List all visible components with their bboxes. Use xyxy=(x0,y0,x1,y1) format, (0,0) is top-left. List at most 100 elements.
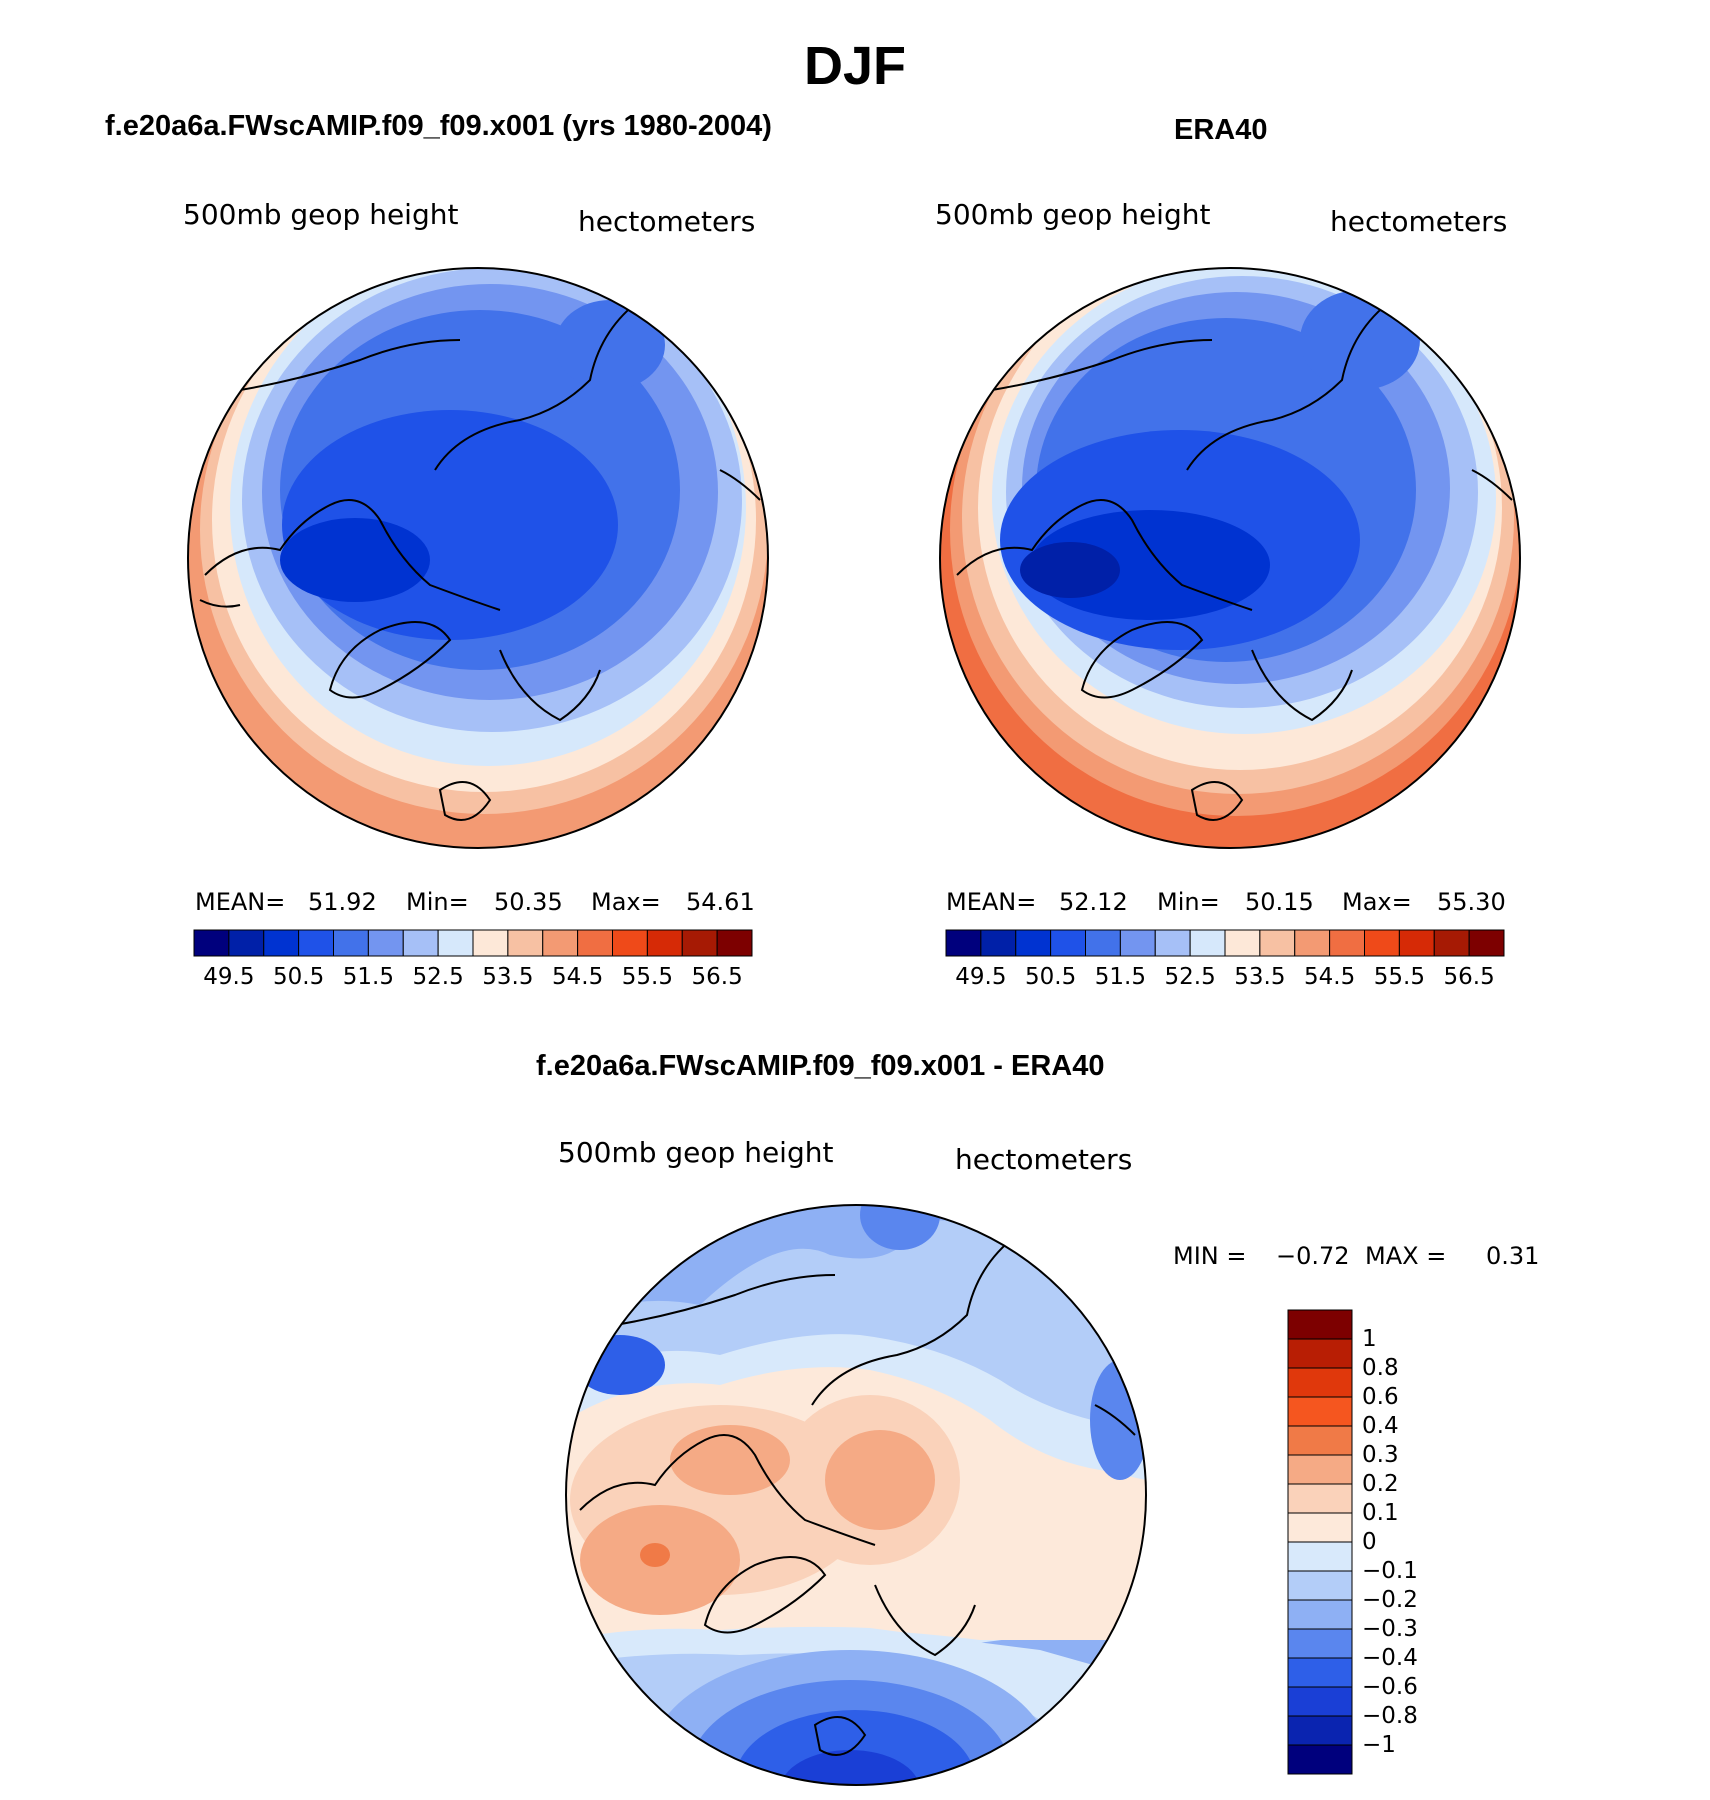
colorbar-swatch xyxy=(1287,1454,1353,1485)
colorbar-swatch xyxy=(228,929,265,957)
panel1-field-label: 500mb geop height xyxy=(183,198,459,231)
colorbar-swatch xyxy=(298,929,334,957)
colorbar-swatch xyxy=(1287,1367,1353,1398)
colorbar-swatch xyxy=(507,929,544,957)
colorbar-swatch xyxy=(1364,929,1400,957)
colorbar-swatch xyxy=(577,929,613,957)
colorbar-tick-label: 49.5 xyxy=(955,964,1007,990)
panel2-min-label: Min= xyxy=(1157,888,1220,916)
colorbar-tick-label: 55.5 xyxy=(621,964,673,990)
colorbar-swatch xyxy=(1287,1599,1353,1630)
colorbar-swatch xyxy=(1287,1309,1353,1340)
panel1-units: hectometers xyxy=(578,205,756,238)
colorbar-swatch xyxy=(437,929,474,957)
colorbar-tick-label: 0.6 xyxy=(1362,1384,1399,1410)
colorbar-swatch xyxy=(1287,1338,1353,1369)
colorbar-swatch xyxy=(980,929,1017,957)
colorbar-tick-label: 50.5 xyxy=(1025,964,1077,990)
panel1-coastlines xyxy=(199,299,761,821)
panel2-units: hectometers xyxy=(1330,205,1508,238)
colorbar-tick-label: 52.5 xyxy=(412,964,464,990)
colorbar-swatch xyxy=(1050,929,1086,957)
colorbar-swatch xyxy=(1015,929,1052,957)
colorbar-swatch xyxy=(612,929,648,957)
panel1-mean-label: MEAN= xyxy=(195,888,286,916)
colorbar-tick-label: 49.5 xyxy=(203,964,255,990)
colorbar-tick-label: −0.8 xyxy=(1362,1703,1418,1729)
panel1-colorbar xyxy=(193,929,753,957)
colorbar-swatch xyxy=(1085,929,1121,957)
colorbar-swatch xyxy=(333,929,369,957)
colorbar-tick-label: 0.2 xyxy=(1362,1471,1399,1497)
colorbar-tick-label: 56.5 xyxy=(1443,964,1495,990)
colorbar-tick-label: −0.4 xyxy=(1362,1645,1418,1671)
colorbar-swatch xyxy=(716,929,753,957)
panel1-title: f.e20a6a.FWscAMIP.f09_f09.x001 (yrs 1980… xyxy=(105,110,772,142)
panel1-max-label: Max= xyxy=(591,888,661,916)
colorbar-tick-label: 0.8 xyxy=(1362,1355,1399,1381)
panel1-min-label: Min= xyxy=(406,888,469,916)
panel1-map xyxy=(188,268,768,848)
colorbar-swatch xyxy=(1287,1744,1353,1775)
colorbar-tick-label: 0 xyxy=(1362,1529,1377,1555)
colorbar-swatch xyxy=(1287,1541,1353,1572)
panel1-max-value: 54.61 xyxy=(686,888,755,916)
colorbar-tick-label: −0.6 xyxy=(1362,1674,1418,1700)
colorbar-tick-label: 0.4 xyxy=(1362,1413,1399,1439)
colorbar-tick-label: −0.3 xyxy=(1362,1616,1418,1642)
diff-colorbar xyxy=(1287,1309,1353,1775)
colorbar-swatch xyxy=(1287,1628,1353,1659)
colorbar-swatch xyxy=(1224,929,1261,957)
colorbar-tick-label: 0.1 xyxy=(1362,1500,1399,1526)
colorbar-swatch xyxy=(1119,929,1156,957)
diff-min-label: MIN = xyxy=(1173,1242,1247,1270)
panel2-coastlines xyxy=(956,299,1513,821)
colorbar-swatch xyxy=(1398,929,1435,957)
colorbar-tick-label: 53.5 xyxy=(482,964,534,990)
panel2-max-label: Max= xyxy=(1342,888,1412,916)
colorbar-tick-label: −0.1 xyxy=(1362,1558,1418,1584)
diff-coastlines xyxy=(579,1234,1136,1756)
panel1-mean-value: 51.92 xyxy=(308,888,377,916)
diff-panel-title: f.e20a6a.FWscAMIP.f09_f09.x001 - ERA40 xyxy=(536,1050,1105,1082)
colorbar-swatch xyxy=(1154,929,1191,957)
colorbar-tick-label: 53.5 xyxy=(1234,964,1286,990)
colorbar-swatch xyxy=(263,929,300,957)
colorbar-swatch xyxy=(1287,1715,1353,1746)
colorbar-tick-label: 56.5 xyxy=(691,964,743,990)
colorbar-tick-label: 52.5 xyxy=(1164,964,1216,990)
colorbar-tick-label: 54.5 xyxy=(1304,964,1356,990)
colorbar-tick-label: 51.5 xyxy=(342,964,394,990)
diff-min-value: −0.72 xyxy=(1276,1242,1350,1270)
colorbar-swatch xyxy=(1287,1483,1353,1514)
colorbar-swatch xyxy=(646,929,683,957)
colorbar-swatch xyxy=(542,929,579,957)
colorbar-tick-label: 54.5 xyxy=(552,964,604,990)
colorbar-swatch xyxy=(1189,929,1226,957)
colorbar-swatch xyxy=(945,929,982,957)
diff-map xyxy=(566,1205,1146,1785)
panel2-title: ERA40 xyxy=(1174,114,1268,146)
colorbar-swatch xyxy=(1259,929,1296,957)
main-title: DJF xyxy=(803,36,906,96)
panel2-max-value: 55.30 xyxy=(1437,888,1506,916)
panel1-min-value: 50.35 xyxy=(494,888,563,916)
colorbar-tick-label: 51.5 xyxy=(1094,964,1146,990)
colorbar-swatch xyxy=(1329,929,1365,957)
panel2-field-label: 500mb geop height xyxy=(935,198,1211,231)
panel2-mean-label: MEAN= xyxy=(946,888,1037,916)
panel2-map xyxy=(940,268,1520,848)
colorbar-tick-label: −0.2 xyxy=(1362,1587,1418,1613)
diff-max-label: MAX = xyxy=(1365,1242,1447,1270)
colorbar-swatch xyxy=(367,929,404,957)
panel2-mean-value: 52.12 xyxy=(1059,888,1128,916)
colorbar-swatch xyxy=(472,929,509,957)
colorbar-swatch xyxy=(1287,1570,1353,1601)
colorbar-swatch xyxy=(1287,1686,1353,1717)
diff-field-label: 500mb geop height xyxy=(558,1136,834,1169)
colorbar-tick-label: 0.3 xyxy=(1362,1442,1399,1468)
colorbar-swatch xyxy=(1287,1425,1353,1456)
colorbar-tick-label: 1 xyxy=(1362,1326,1377,1352)
colorbar-tick-label: 55.5 xyxy=(1373,964,1425,990)
